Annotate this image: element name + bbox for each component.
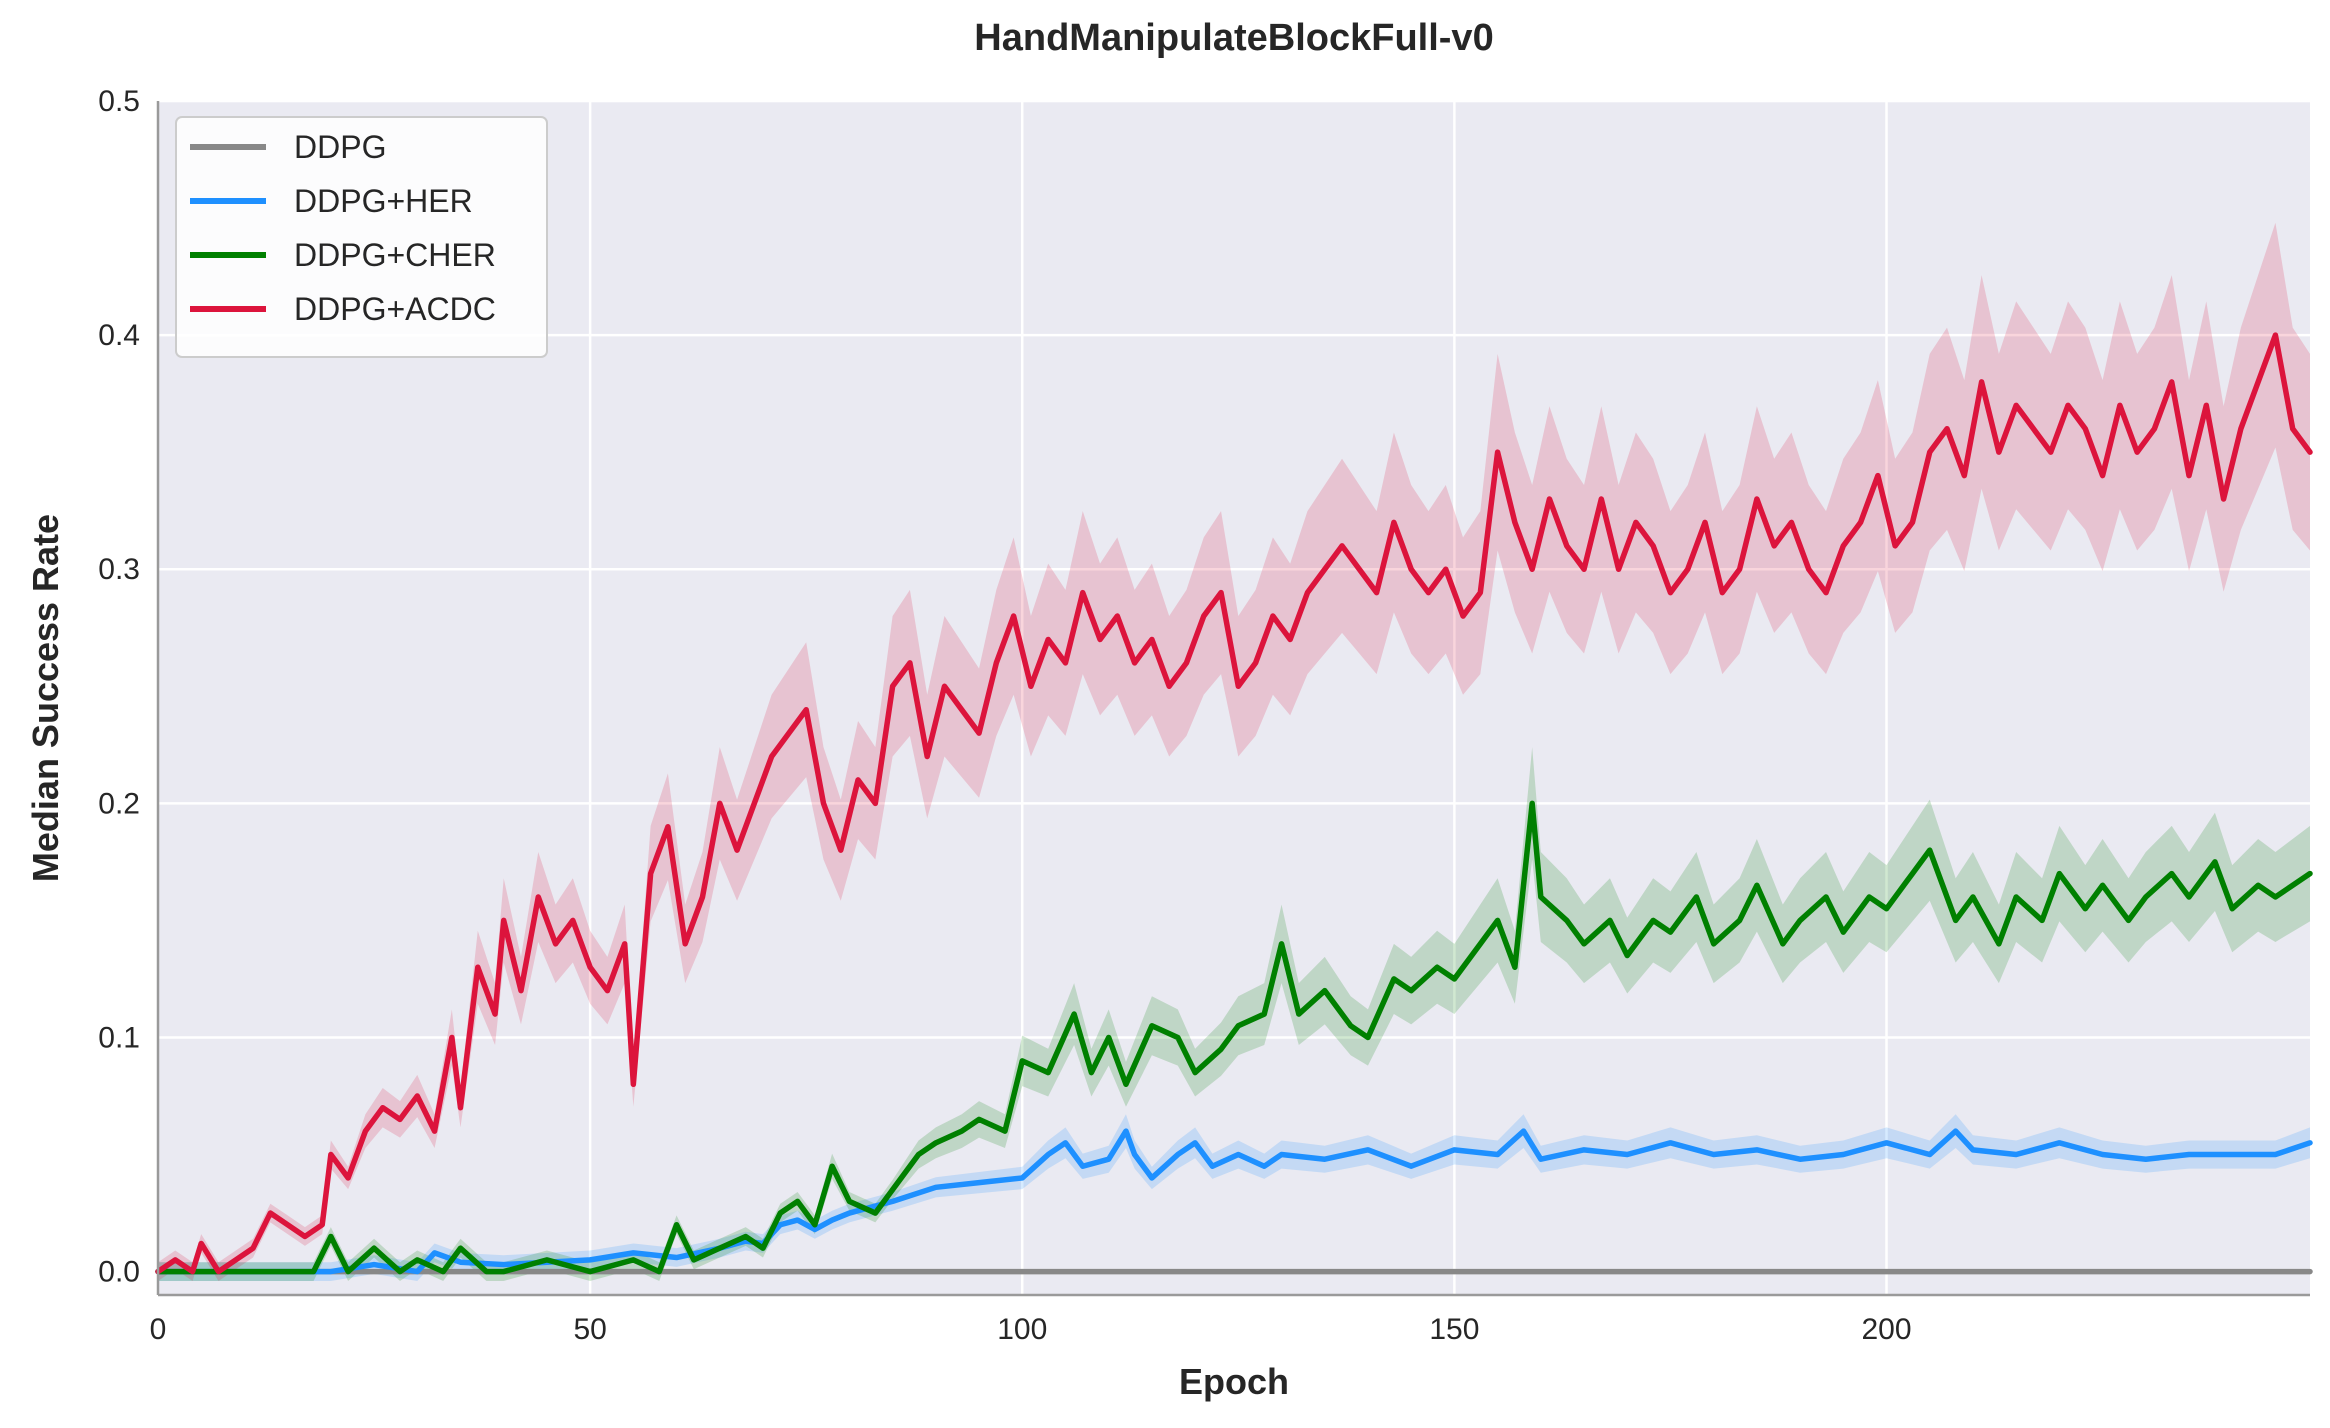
legend-box	[175, 116, 548, 358]
line-series-2	[155, 800, 2313, 1275]
x-axis-label: Epoch	[1179, 1361, 1289, 1402]
y-tick-label: 0.3	[98, 553, 140, 586]
x-tick-label: 200	[1861, 1313, 1911, 1346]
x-tick-label: 50	[573, 1313, 606, 1346]
y-tick-label: 0.4	[98, 319, 140, 352]
line-series-3	[155, 332, 2313, 1275]
line-series-1	[155, 1128, 2313, 1275]
x-tick-label: 150	[1429, 1313, 1479, 1346]
x-tick-label: 100	[997, 1313, 1047, 1346]
legend-label: DDPG	[294, 129, 386, 165]
x-tick-label: 0	[150, 1313, 167, 1346]
y-tick-label: 0.2	[98, 787, 140, 820]
y-tick-label: 0.1	[98, 1021, 140, 1054]
chart-title: HandManipulateBlockFull-v0	[974, 17, 1493, 59]
band-series-3	[158, 222, 2310, 1281]
band-series-2	[158, 747, 2310, 1281]
legend-label: DDPG+HER	[294, 183, 473, 219]
legend: DDPG DDPG+HER DDPG+CHER DDPG+ACDC	[175, 116, 548, 358]
y-tick-label: 0.0	[98, 1256, 140, 1289]
y-tick-labels: 0.0 0.1 0.2 0.3 0.4 0.5	[98, 85, 140, 1289]
legend-label: DDPG+ACDC	[294, 291, 496, 327]
x-tick-labels: 0 50 100 150 200	[150, 1313, 1912, 1346]
y-axis-label: Median Success Rate	[25, 514, 66, 882]
legend-label: DDPG+CHER	[294, 237, 496, 273]
series-lines	[155, 332, 2313, 1275]
y-tick-label: 0.5	[98, 85, 140, 118]
